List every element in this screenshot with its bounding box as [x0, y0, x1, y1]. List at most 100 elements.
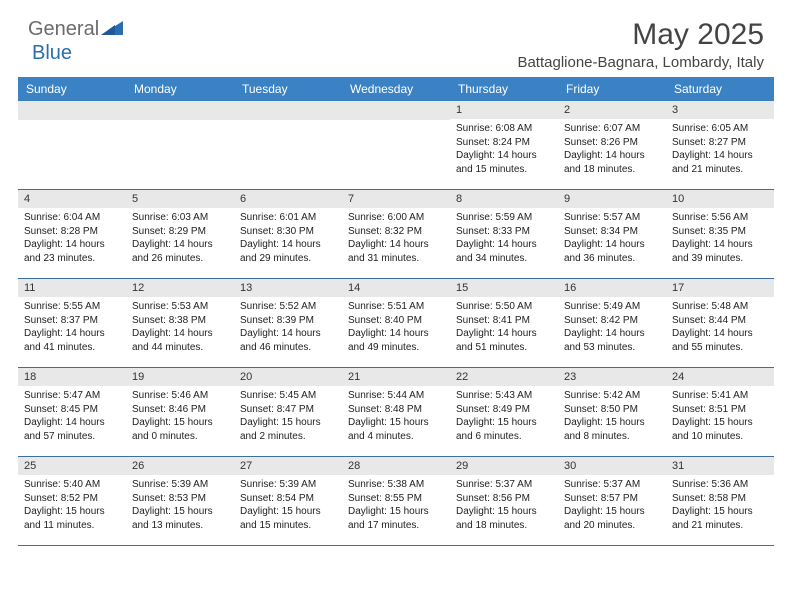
day-info: Sunrise: 5:39 AMSunset: 8:53 PMDaylight:… — [126, 475, 234, 536]
daylight-text: Daylight: 14 hours and 57 minutes. — [24, 416, 120, 443]
day-cell: 1Sunrise: 6:08 AMSunset: 8:24 PMDaylight… — [450, 101, 558, 189]
day-cell: 11Sunrise: 5:55 AMSunset: 8:37 PMDayligh… — [18, 279, 126, 367]
day-info: Sunrise: 5:44 AMSunset: 8:48 PMDaylight:… — [342, 386, 450, 447]
day-info: Sunrise: 5:53 AMSunset: 8:38 PMDaylight:… — [126, 297, 234, 358]
daylight-text: Daylight: 14 hours and 49 minutes. — [348, 327, 444, 354]
day-cell — [18, 101, 126, 189]
sunrise-text: Sunrise: 5:52 AM — [240, 300, 336, 314]
sunset-text: Sunset: 8:35 PM — [672, 225, 768, 239]
day-header: Friday — [558, 77, 666, 101]
sunset-text: Sunset: 8:44 PM — [672, 314, 768, 328]
day-info: Sunrise: 5:39 AMSunset: 8:54 PMDaylight:… — [234, 475, 342, 536]
week-row: 25Sunrise: 5:40 AMSunset: 8:52 PMDayligh… — [18, 457, 774, 546]
sunset-text: Sunset: 8:51 PM — [672, 403, 768, 417]
day-number: 6 — [234, 190, 342, 208]
day-info: Sunrise: 5:49 AMSunset: 8:42 PMDaylight:… — [558, 297, 666, 358]
daylight-text: Daylight: 14 hours and 46 minutes. — [240, 327, 336, 354]
day-number: 26 — [126, 457, 234, 475]
sunset-text: Sunset: 8:42 PM — [564, 314, 660, 328]
sunrise-text: Sunrise: 6:04 AM — [24, 211, 120, 225]
day-info: Sunrise: 5:37 AMSunset: 8:57 PMDaylight:… — [558, 475, 666, 536]
week-row: 18Sunrise: 5:47 AMSunset: 8:45 PMDayligh… — [18, 368, 774, 457]
day-cell: 21Sunrise: 5:44 AMSunset: 8:48 PMDayligh… — [342, 368, 450, 456]
day-cell: 13Sunrise: 5:52 AMSunset: 8:39 PMDayligh… — [234, 279, 342, 367]
week-row: 11Sunrise: 5:55 AMSunset: 8:37 PMDayligh… — [18, 279, 774, 368]
day-number: 29 — [450, 457, 558, 475]
day-number: 30 — [558, 457, 666, 475]
sunrise-text: Sunrise: 6:07 AM — [564, 122, 660, 136]
sunset-text: Sunset: 8:56 PM — [456, 492, 552, 506]
daylight-text: Daylight: 15 hours and 11 minutes. — [24, 505, 120, 532]
header: General May 2025 Battaglione-Bagnara, Lo… — [0, 0, 792, 77]
location: Battaglione-Bagnara, Lombardy, Italy — [517, 54, 764, 71]
day-cell: 24Sunrise: 5:41 AMSunset: 8:51 PMDayligh… — [666, 368, 774, 456]
daylight-text: Daylight: 15 hours and 8 minutes. — [564, 416, 660, 443]
day-header: Wednesday — [342, 77, 450, 101]
day-number: 14 — [342, 279, 450, 297]
sunrise-text: Sunrise: 5:48 AM — [672, 300, 768, 314]
sunrise-text: Sunrise: 5:59 AM — [456, 211, 552, 225]
sunrise-text: Sunrise: 5:38 AM — [348, 478, 444, 492]
day-number: 5 — [126, 190, 234, 208]
day-number: 4 — [18, 190, 126, 208]
day-header: Thursday — [450, 77, 558, 101]
sunrise-text: Sunrise: 5:40 AM — [24, 478, 120, 492]
sunset-text: Sunset: 8:54 PM — [240, 492, 336, 506]
day-number: 24 — [666, 368, 774, 386]
sunset-text: Sunset: 8:46 PM — [132, 403, 228, 417]
day-cell — [126, 101, 234, 189]
day-header: Saturday — [666, 77, 774, 101]
daylight-text: Daylight: 14 hours and 15 minutes. — [456, 149, 552, 176]
day-cell: 23Sunrise: 5:42 AMSunset: 8:50 PMDayligh… — [558, 368, 666, 456]
empty-day-num — [342, 101, 450, 120]
day-number: 18 — [18, 368, 126, 386]
day-cell: 9Sunrise: 5:57 AMSunset: 8:34 PMDaylight… — [558, 190, 666, 278]
sunset-text: Sunset: 8:49 PM — [456, 403, 552, 417]
sunrise-text: Sunrise: 5:43 AM — [456, 389, 552, 403]
week-row: 1Sunrise: 6:08 AMSunset: 8:24 PMDaylight… — [18, 101, 774, 190]
empty-day-num — [126, 101, 234, 120]
day-cell: 22Sunrise: 5:43 AMSunset: 8:49 PMDayligh… — [450, 368, 558, 456]
sunrise-text: Sunrise: 5:49 AM — [564, 300, 660, 314]
sunset-text: Sunset: 8:38 PM — [132, 314, 228, 328]
daylight-text: Daylight: 14 hours and 23 minutes. — [24, 238, 120, 265]
daylight-text: Daylight: 14 hours and 53 minutes. — [564, 327, 660, 354]
daylight-text: Daylight: 14 hours and 41 minutes. — [24, 327, 120, 354]
day-number: 1 — [450, 101, 558, 119]
daylight-text: Daylight: 14 hours and 39 minutes. — [672, 238, 768, 265]
sunset-text: Sunset: 8:32 PM — [348, 225, 444, 239]
sunrise-text: Sunrise: 5:46 AM — [132, 389, 228, 403]
daylight-text: Daylight: 14 hours and 34 minutes. — [456, 238, 552, 265]
sunset-text: Sunset: 8:28 PM — [24, 225, 120, 239]
daylight-text: Daylight: 15 hours and 13 minutes. — [132, 505, 228, 532]
day-info: Sunrise: 6:07 AMSunset: 8:26 PMDaylight:… — [558, 119, 666, 180]
day-cell: 26Sunrise: 5:39 AMSunset: 8:53 PMDayligh… — [126, 457, 234, 545]
week-row: 4Sunrise: 6:04 AMSunset: 8:28 PMDaylight… — [18, 190, 774, 279]
daylight-text: Daylight: 15 hours and 0 minutes. — [132, 416, 228, 443]
day-cell — [234, 101, 342, 189]
sunrise-text: Sunrise: 5:41 AM — [672, 389, 768, 403]
sunset-text: Sunset: 8:52 PM — [24, 492, 120, 506]
weeks-container: 1Sunrise: 6:08 AMSunset: 8:24 PMDaylight… — [18, 101, 774, 546]
sunset-text: Sunset: 8:34 PM — [564, 225, 660, 239]
day-number: 8 — [450, 190, 558, 208]
day-cell: 17Sunrise: 5:48 AMSunset: 8:44 PMDayligh… — [666, 279, 774, 367]
day-cell — [342, 101, 450, 189]
day-cell: 8Sunrise: 5:59 AMSunset: 8:33 PMDaylight… — [450, 190, 558, 278]
sunrise-text: Sunrise: 5:50 AM — [456, 300, 552, 314]
daylight-text: Daylight: 15 hours and 4 minutes. — [348, 416, 444, 443]
sunset-text: Sunset: 8:55 PM — [348, 492, 444, 506]
day-cell: 12Sunrise: 5:53 AMSunset: 8:38 PMDayligh… — [126, 279, 234, 367]
day-number: 20 — [234, 368, 342, 386]
sunset-text: Sunset: 8:47 PM — [240, 403, 336, 417]
logo-text-general: General — [28, 18, 99, 41]
sunrise-text: Sunrise: 5:53 AM — [132, 300, 228, 314]
day-info: Sunrise: 5:59 AMSunset: 8:33 PMDaylight:… — [450, 208, 558, 269]
daylight-text: Daylight: 14 hours and 36 minutes. — [564, 238, 660, 265]
day-info: Sunrise: 6:08 AMSunset: 8:24 PMDaylight:… — [450, 119, 558, 180]
sunrise-text: Sunrise: 5:47 AM — [24, 389, 120, 403]
sunset-text: Sunset: 8:40 PM — [348, 314, 444, 328]
sunset-text: Sunset: 8:39 PM — [240, 314, 336, 328]
daylight-text: Daylight: 15 hours and 21 minutes. — [672, 505, 768, 532]
calendar: Sunday Monday Tuesday Wednesday Thursday… — [0, 77, 792, 546]
